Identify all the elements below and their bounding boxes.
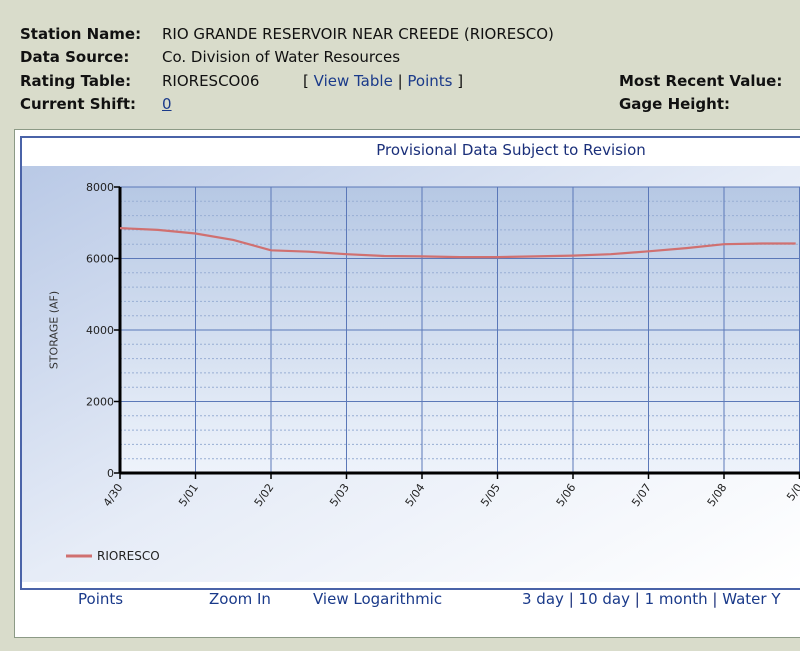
rating-table-value: RIORESCO06 xyxy=(162,72,260,90)
range-sep: | xyxy=(568,590,574,608)
zoom-in-button[interactable]: Zoom In xyxy=(209,590,271,608)
y-tick-label: 8000 xyxy=(86,181,114,194)
bracket-close: ] xyxy=(457,72,464,90)
most-recent-value-label: Most Recent Value: xyxy=(619,72,783,90)
y-axis-label: STORAGE (AF) xyxy=(47,290,61,370)
data-source-value: Co. Division of Water Resources xyxy=(162,48,401,66)
range-sep: | xyxy=(712,590,718,608)
legend-label: RIORESCO xyxy=(97,549,160,563)
y-tick-label: 6000 xyxy=(86,253,114,266)
gage-height-label: Gage Height: xyxy=(619,95,731,113)
current-shift-label: Current Shift: xyxy=(20,95,137,113)
range-3-day[interactable]: 3 day xyxy=(522,590,564,608)
points-link[interactable]: Points xyxy=(407,72,453,90)
rating-links: [ View Table | Points ] xyxy=(303,72,463,90)
range-sep: | xyxy=(634,590,640,608)
chart-title: Provisional Data Subject to Revision xyxy=(376,141,646,159)
points-button[interactable]: Points xyxy=(78,590,124,608)
series-line-rioresco xyxy=(119,227,796,259)
y-tick-label: 0 xyxy=(107,467,114,480)
range-10-day[interactable]: 10 day xyxy=(578,590,630,608)
range-water-year[interactable]: Water Y xyxy=(722,590,781,608)
station-name-value: RIO GRANDE RESERVOIR NEAR CREEDE (RIORES… xyxy=(162,25,554,43)
range-selector: 3 day | 10 day | 1 month | Water Y xyxy=(522,590,781,608)
y-tick-label: 2000 xyxy=(86,396,114,409)
link-separator: | xyxy=(397,72,403,90)
rating-table-label: Rating Table: xyxy=(20,72,132,90)
view-logarithmic-button[interactable]: View Logarithmic xyxy=(313,590,443,608)
y-tick-label: 4000 xyxy=(86,324,114,337)
bracket-open: [ xyxy=(303,72,309,90)
station-name-label: Station Name: xyxy=(20,25,142,43)
data-source-label: Data Source: xyxy=(20,48,130,66)
range-1-month[interactable]: 1 month xyxy=(644,590,708,608)
current-shift-link[interactable]: 0 xyxy=(162,95,172,113)
view-table-link[interactable]: View Table xyxy=(313,72,393,90)
